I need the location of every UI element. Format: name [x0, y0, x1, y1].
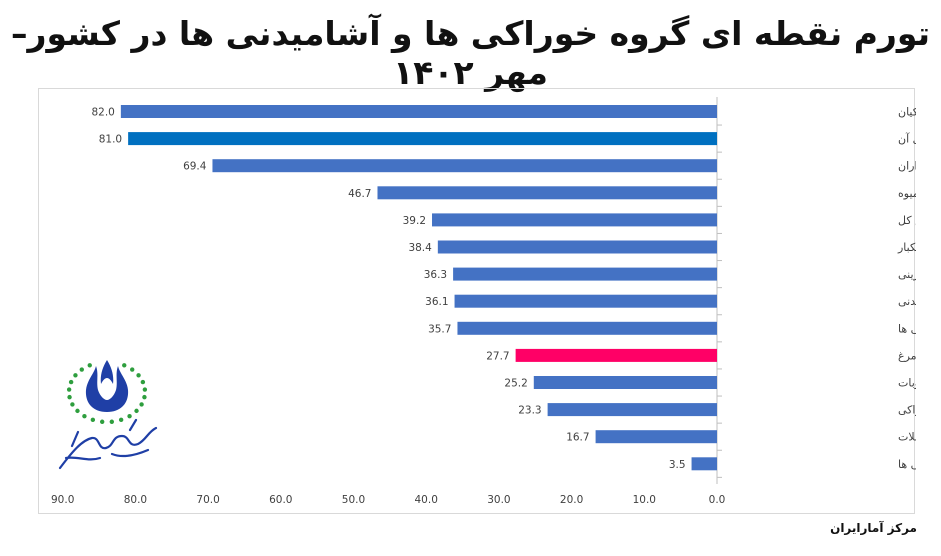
page-title: تورم نقطه ای گروه خوراکی ها و آشامیدنی ه… [11, 14, 930, 92]
x-tick-label: 0.0 [709, 494, 726, 506]
bar-chart: 82.0 گوشت قرمز و گوشت ماکیان 81.0 گوشت قرمز… [51, 97, 916, 506]
data-label: 82.0 [91, 107, 114, 119]
data-label: 25.2 [504, 378, 527, 390]
data-label: 23.3 [518, 405, 541, 417]
bar [533, 376, 717, 389]
x-tick-label: 80.0 [124, 494, 147, 506]
x-tick-label: 70.0 [196, 494, 219, 506]
category-label: ماهی ها و صدف داران [898, 160, 916, 173]
bars-layer [120, 97, 722, 484]
bar [595, 430, 717, 444]
bar [437, 240, 717, 254]
x-tick-label: 50.0 [342, 494, 365, 506]
bar [453, 267, 717, 281]
data-label: 16.7 [566, 432, 589, 444]
data-label: 35.7 [428, 323, 451, 335]
bar [454, 294, 717, 308]
category-label: شاخص کل [898, 214, 916, 227]
x-tick-label: 10.0 [633, 494, 656, 506]
data-label: 27.7 [486, 350, 509, 362]
star-ring-icon [66, 363, 148, 424]
association-logo [58, 360, 158, 470]
data-label: 81.0 [99, 134, 122, 146]
x-tick-label: 30.0 [487, 494, 510, 506]
bar [691, 457, 717, 471]
bar [515, 348, 717, 362]
data-label: 3.5 [669, 459, 686, 471]
x-tick-label: 90.0 [51, 494, 74, 506]
data-label: 46.7 [348, 188, 371, 200]
bar [120, 105, 718, 118]
category-label: شیر، پنیر و تخم مرغ [898, 349, 916, 362]
bar [377, 186, 717, 200]
labels-layer: 82.0 گوشت قرمز و گوشت ماکیان 81.0 گوشت قرمز… [91, 106, 916, 471]
data-label: 36.1 [425, 296, 448, 308]
bar [212, 159, 717, 173]
hands-emblem-icon [85, 360, 129, 412]
category-label: سبزیجات و حبوبات [898, 377, 916, 390]
ticks-layer: 0.0 10.0 20.0 30.0 40.0 50.0 60.0 70.0 80.0 90.0 [51, 494, 725, 506]
data-label: 39.2 [403, 215, 426, 227]
category-label: روغن ها و چربی ها [898, 458, 916, 471]
category-label: میوه و خشکبار [897, 241, 916, 254]
data-label: 36.3 [424, 269, 447, 281]
bar [432, 213, 717, 227]
category-label: سایر محصولات خوراکی [898, 404, 916, 417]
category-label: چای، قهوه، کاکائو، نوشابه و آب میوه [898, 186, 916, 200]
bar [547, 403, 717, 417]
chart-frame: 82.0 گوشت قرمز و گوشت ماکیان 81.0 گوشت قرمز… [38, 88, 916, 514]
x-tick-label: 60.0 [269, 494, 292, 506]
category-label: خوراکی ها [898, 322, 916, 335]
x-tick-label: 20.0 [560, 494, 583, 506]
category-label: شکر، مربا، عسل، شکلات و شیرینی [898, 268, 916, 281]
bar [457, 321, 717, 335]
data-label: 69.4 [183, 161, 207, 173]
category-label: گوشت قرمز، سفید و فرآورده های آن [898, 132, 916, 146]
data-label: 38.4 [408, 242, 432, 254]
category-label: نان و غلات [898, 431, 916, 444]
calligraphy-signature-icon [58, 418, 158, 470]
category-label: خوراکی ها و آشامیدنی [898, 294, 916, 308]
x-tick-label: 40.0 [415, 494, 438, 506]
source-label: مرکز آمارایران [830, 521, 917, 535]
category-label: گوشت قرمز و گوشت ماکیان [898, 106, 916, 119]
bar [128, 132, 717, 146]
